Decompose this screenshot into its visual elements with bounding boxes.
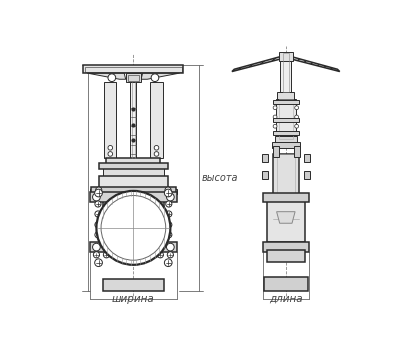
Circle shape bbox=[108, 74, 116, 82]
Bar bbox=[262, 171, 268, 179]
Bar bbox=[277, 154, 295, 194]
Circle shape bbox=[108, 152, 113, 156]
Bar bbox=[272, 142, 300, 148]
Bar bbox=[85, 67, 182, 72]
Circle shape bbox=[95, 211, 101, 217]
Bar bbox=[263, 193, 309, 202]
Bar bbox=[294, 146, 300, 157]
Circle shape bbox=[151, 74, 159, 82]
Circle shape bbox=[154, 152, 159, 156]
Circle shape bbox=[164, 189, 172, 197]
Circle shape bbox=[295, 106, 298, 110]
Circle shape bbox=[95, 259, 102, 266]
Bar bbox=[90, 192, 177, 202]
Bar bbox=[273, 100, 299, 104]
Circle shape bbox=[166, 211, 172, 217]
Text: ширина: ширина bbox=[112, 294, 155, 304]
Polygon shape bbox=[87, 73, 126, 79]
Circle shape bbox=[167, 252, 174, 258]
Bar bbox=[126, 73, 141, 82]
Circle shape bbox=[295, 115, 298, 119]
Circle shape bbox=[103, 252, 110, 258]
Circle shape bbox=[96, 187, 102, 193]
Polygon shape bbox=[277, 212, 295, 223]
Bar bbox=[273, 146, 279, 157]
Bar bbox=[267, 250, 305, 262]
Circle shape bbox=[95, 189, 102, 197]
Circle shape bbox=[166, 243, 174, 251]
Polygon shape bbox=[290, 56, 340, 72]
Bar bbox=[83, 65, 184, 73]
Polygon shape bbox=[90, 189, 102, 194]
Bar bbox=[283, 53, 289, 92]
Bar bbox=[102, 194, 164, 243]
Bar bbox=[280, 53, 291, 92]
Polygon shape bbox=[141, 73, 180, 79]
Circle shape bbox=[93, 252, 100, 258]
Circle shape bbox=[95, 232, 101, 238]
Circle shape bbox=[166, 222, 172, 228]
Bar bbox=[273, 154, 299, 194]
Circle shape bbox=[95, 222, 101, 228]
Bar bbox=[91, 187, 176, 194]
Bar bbox=[90, 243, 177, 252]
Bar bbox=[102, 168, 164, 177]
Polygon shape bbox=[232, 56, 282, 72]
Bar bbox=[304, 154, 310, 162]
Bar bbox=[279, 52, 293, 61]
Circle shape bbox=[166, 232, 172, 238]
Bar bbox=[99, 175, 168, 189]
Circle shape bbox=[166, 201, 172, 207]
Circle shape bbox=[164, 259, 172, 266]
Circle shape bbox=[165, 187, 171, 193]
Bar bbox=[262, 154, 268, 162]
Bar bbox=[102, 279, 164, 291]
Circle shape bbox=[154, 145, 159, 150]
Bar bbox=[273, 118, 299, 121]
Circle shape bbox=[273, 115, 277, 119]
Bar bbox=[276, 99, 296, 138]
Bar bbox=[267, 194, 305, 243]
Text: высота: высота bbox=[202, 173, 238, 183]
Bar bbox=[130, 82, 136, 158]
Bar bbox=[104, 82, 116, 158]
Bar bbox=[273, 131, 299, 135]
Circle shape bbox=[96, 191, 170, 265]
Text: длина: длина bbox=[269, 294, 303, 304]
Circle shape bbox=[95, 201, 101, 207]
Circle shape bbox=[295, 124, 298, 128]
Polygon shape bbox=[164, 189, 177, 194]
Circle shape bbox=[273, 124, 277, 128]
Bar bbox=[263, 243, 309, 252]
Circle shape bbox=[273, 106, 277, 110]
Bar bbox=[304, 171, 310, 179]
Bar bbox=[264, 277, 308, 291]
Circle shape bbox=[157, 252, 164, 258]
Bar bbox=[150, 82, 163, 158]
Bar bbox=[275, 136, 297, 144]
Circle shape bbox=[92, 193, 100, 201]
Bar bbox=[106, 158, 160, 165]
Bar bbox=[128, 75, 139, 81]
Bar bbox=[279, 99, 293, 138]
Bar bbox=[99, 163, 168, 169]
Bar bbox=[277, 92, 294, 99]
Circle shape bbox=[92, 243, 100, 251]
Circle shape bbox=[166, 193, 174, 201]
Circle shape bbox=[108, 145, 113, 150]
